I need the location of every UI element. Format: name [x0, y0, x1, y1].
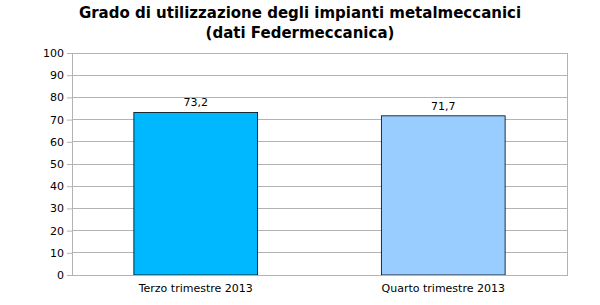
y-tick-mark [67, 275, 72, 276]
y-tick-label: 90 [50, 69, 64, 82]
y-axis-line [72, 54, 73, 276]
title: Grado di utilizzazione degli impianti me… [79, 4, 521, 22]
x-tick: Quarto trimestre 2013 [382, 275, 505, 295]
y-tick: 10 [50, 247, 72, 260]
y-axis: 0 10 20 30 40 50 60 70 80 90 100 [43, 47, 73, 282]
y-tick: 70 [50, 114, 72, 127]
y-tick: 40 [50, 180, 72, 193]
grid-line [72, 97, 567, 98]
y-tick: 0 [57, 269, 72, 282]
y-tick: 80 [50, 91, 72, 104]
y-tick-mark [67, 142, 72, 143]
bar [381, 116, 505, 275]
data-label: 71,7 [431, 100, 456, 113]
subtitle: (dati Federmeccanica) [206, 24, 395, 42]
y-tick-label: 20 [50, 225, 64, 238]
y-tick: 100 [43, 47, 72, 60]
y-tick-label: 80 [50, 91, 64, 104]
y-tick-label: 60 [50, 136, 64, 149]
y-tick-label: 0 [57, 269, 64, 282]
y-tick-mark [67, 186, 72, 187]
y-tick-label: 70 [50, 114, 64, 127]
bar [134, 112, 258, 275]
y-tick-mark [67, 208, 72, 209]
y-tick: 90 [50, 69, 72, 82]
x-tick-label: Quarto trimestre 2013 [382, 282, 505, 295]
bars [134, 112, 505, 275]
x-tick: Terzo trimestre 2013 [138, 275, 253, 295]
data-labels: 73,2 71,7 [184, 96, 456, 112]
y-tick: 50 [50, 158, 72, 171]
y-tick-label: 40 [50, 180, 64, 193]
y-tick-label: 10 [50, 247, 64, 260]
y-tick: 20 [50, 225, 72, 238]
y-tick-mark [67, 164, 72, 165]
x-axis: Terzo trimestre 2013 Quarto trimestre 201… [73, 275, 568, 295]
y-tick-mark [67, 253, 72, 254]
y-tick-mark [67, 75, 72, 76]
y-tick-label: 100 [43, 47, 64, 60]
x-axis-line [73, 275, 568, 276]
y-tick: 60 [50, 136, 72, 149]
chart: Grado di utilizzazione degli impianti me… [0, 0, 600, 305]
plot-frame [72, 53, 567, 275]
y-tick-mark [67, 53, 72, 54]
plot: 0 10 20 30 40 50 60 70 80 90 100 Terzo trimestre 20… [43, 47, 568, 295]
y-tick-label: 50 [50, 158, 64, 171]
y-tick-mark [67, 120, 72, 121]
y-tick-mark [67, 231, 72, 232]
grid-line [72, 75, 567, 76]
grid [72, 53, 567, 275]
y-tick-mark [67, 97, 72, 98]
x-tick-label: Terzo trimestre 2013 [138, 282, 253, 295]
y-tick: 30 [50, 202, 72, 215]
data-label: 73,2 [184, 96, 209, 109]
y-tick-label: 30 [50, 202, 64, 215]
